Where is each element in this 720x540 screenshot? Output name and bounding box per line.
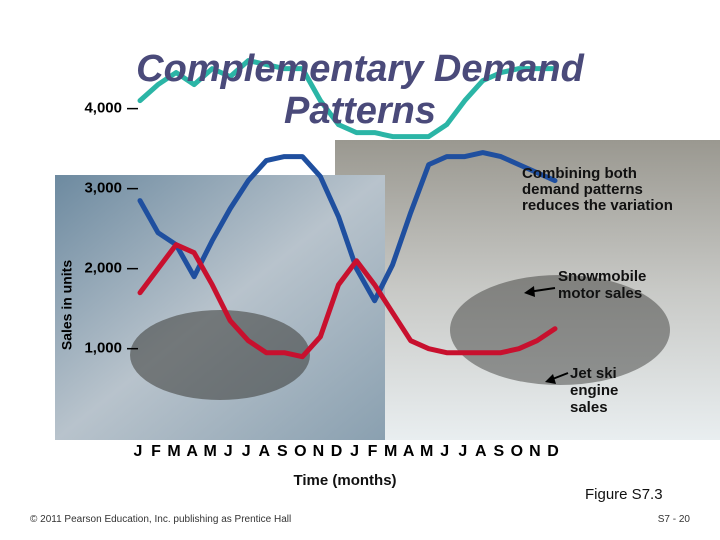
x-tick-label: N	[529, 443, 541, 460]
x-tick-label: A	[475, 443, 487, 460]
x-tick-label: F	[151, 443, 161, 460]
x-tick-label: J	[242, 443, 251, 460]
x-tick-label: N	[313, 443, 325, 460]
x-tick-label: J	[224, 443, 233, 460]
figure-label: Figure S7.3	[585, 486, 663, 503]
y-tick-label: 3,000	[84, 180, 122, 197]
y-axis-label: Sales in units	[59, 260, 75, 350]
x-tick-label: A	[186, 443, 198, 460]
x-tick-label: J	[134, 443, 143, 460]
x-tick-label: M	[167, 443, 180, 460]
x-tick-label: D	[547, 443, 559, 460]
y-tick-label: 1,000	[84, 340, 122, 357]
y-tick-label: 2,000	[84, 260, 122, 277]
x-tick-label: A	[403, 443, 415, 460]
page-number: S7 - 20	[657, 514, 690, 525]
x-tick-label: M	[384, 443, 397, 460]
series-line	[137, 150, 558, 304]
x-tick-label: F	[368, 443, 378, 460]
x-tick-label: M	[204, 443, 217, 460]
copyright: © 2011 Pearson Education, Inc. publishin…	[30, 514, 292, 525]
x-tick-label: J	[458, 443, 467, 460]
x-tick-label: O	[294, 443, 306, 460]
series-line	[137, 58, 558, 140]
series-label: Jet ski engine sales	[570, 365, 619, 416]
annotation: Combining both demand patterns reduces t…	[522, 165, 673, 214]
y-tick-label: 4,000	[84, 100, 122, 117]
title: Complementary Demand Patterns	[136, 48, 584, 132]
series-label: Snowmobile motor sales	[558, 268, 647, 302]
arrow-head	[545, 374, 556, 384]
x-tick-label: J	[350, 443, 359, 460]
x-tick-label: A	[259, 443, 271, 460]
x-tick-label: D	[331, 443, 343, 460]
snowmobile-shape	[450, 275, 670, 385]
x-tick-label: S	[277, 443, 288, 460]
x-axis-label: Time (months)	[293, 472, 397, 489]
x-tick-label: J	[440, 443, 449, 460]
series-line	[137, 242, 558, 360]
jetski-shape	[130, 310, 310, 400]
x-tick-label: S	[494, 443, 505, 460]
x-tick-label: M	[420, 443, 433, 460]
x-tick-label: O	[511, 443, 523, 460]
arrow-head	[524, 286, 535, 297]
snowmobile-photo	[335, 140, 720, 440]
